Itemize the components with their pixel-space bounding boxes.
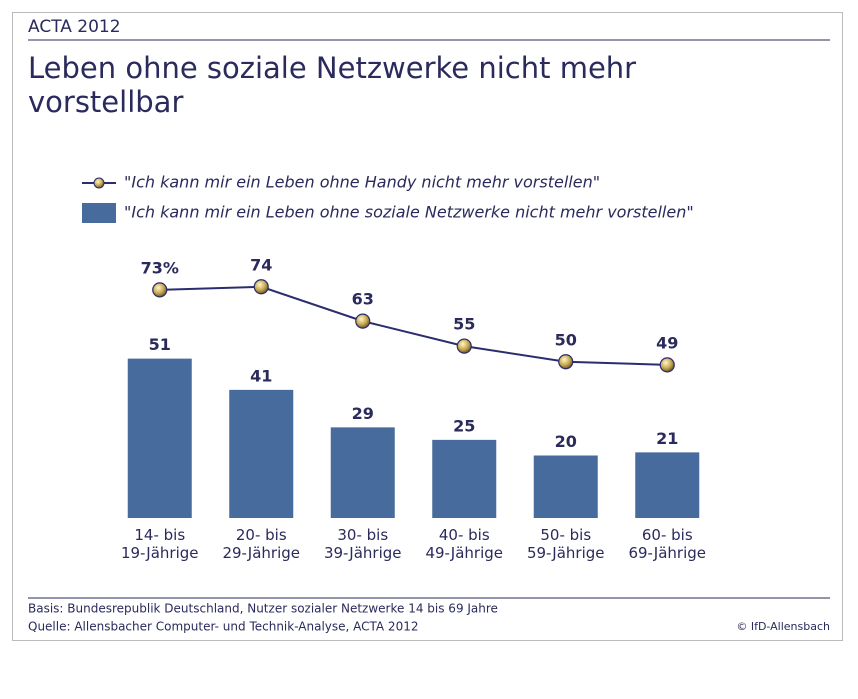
credit: © IfD-Allensbach [736,620,830,633]
data-label: 74 [250,255,272,274]
x-tick-label: 20- bis 29-Jährige [222,526,300,562]
data-label: 20 [555,432,577,451]
data-label: 49 [656,333,678,352]
x-tick-label: 30- bis 39-Jährige [324,526,402,562]
footnote: Basis: Bundesrepublik Deutschland, Nutze… [28,602,498,616]
line-marker [558,354,574,370]
bar [330,427,395,518]
bar [127,358,192,518]
line [159,285,668,366]
bar [635,452,700,518]
legend-swatch [82,203,116,223]
line-marker [659,357,675,373]
line-marker [253,279,269,295]
x-tick-label: 60- bis 69-Jährige [628,526,706,562]
data-label: 50 [555,330,577,349]
data-label: 25 [453,416,475,435]
data-label: 29 [352,404,374,423]
data-label: 63 [352,290,374,309]
footnote: Quelle: Allensbacher Computer- und Techn… [28,620,418,634]
bar [432,439,497,518]
data-label: 73% [141,258,179,277]
data-label: 41 [250,366,272,385]
header: ACTA 2012 [28,17,121,37]
x-tick-label: 50- bis 59-Jährige [527,526,605,562]
chart-title: vorstellbar [28,85,183,119]
data-label: 21 [656,429,678,448]
line-marker [456,338,472,354]
legend-label: "Ich kann mir ein Leben ohne soziale Net… [124,203,694,222]
x-tick-label: 40- bis 49-Jährige [425,526,503,562]
line-marker [355,313,371,329]
chart-title: Leben ohne soziale Netzwerke nicht mehr [28,51,636,85]
bar [229,389,294,518]
bar [533,455,598,518]
legend-label: "Ich kann mir ein Leben ohne Handy nicht… [124,173,600,192]
x-tick-label: 14- bis 19-Jährige [121,526,199,562]
data-label: 51 [149,335,171,354]
line-marker [152,282,168,298]
legend-marker [93,177,105,189]
data-label: 55 [453,315,475,334]
frame [12,12,843,641]
